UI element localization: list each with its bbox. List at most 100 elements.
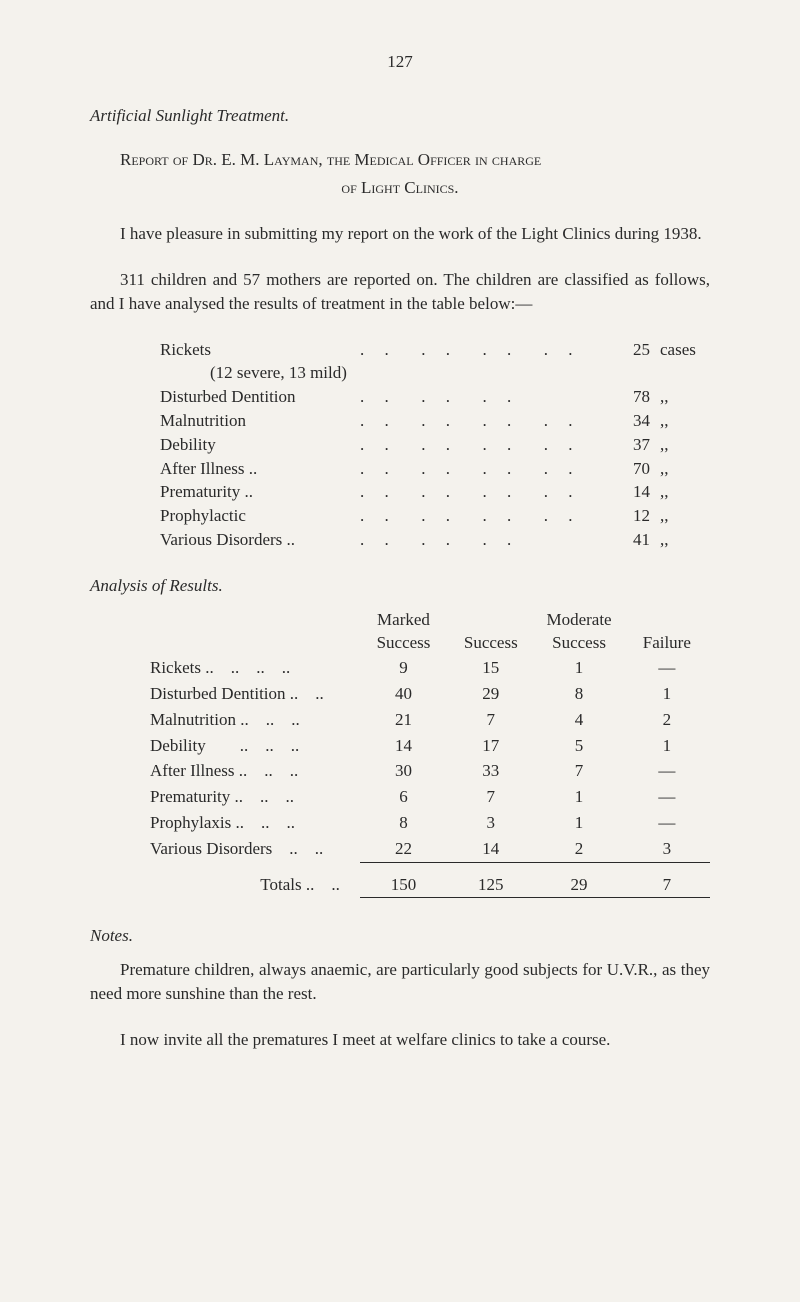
leader-dots: . . . . . . . .	[360, 409, 600, 433]
leader-dots: . . . . . . . . . .	[360, 433, 600, 457]
notes-paragraph-2: I now invite all the prematures I meet a…	[90, 1028, 710, 1052]
row-label: Various Disorders .. ..	[140, 836, 360, 862]
cell-value: 1	[624, 733, 710, 759]
cell-value: —	[624, 784, 710, 810]
classify-value: 12	[600, 504, 650, 528]
cell-value: 40	[360, 681, 447, 707]
cell-value: 14	[447, 836, 534, 862]
table-row: Various Disorders .. .. 22 14 2 3	[140, 836, 710, 862]
cell-value: 1	[534, 655, 623, 681]
cell-value: 17	[447, 733, 534, 759]
leader-dots: . . . . . . . .	[360, 504, 600, 528]
cell-value: 1	[534, 810, 623, 836]
classify-value: 25	[600, 338, 650, 362]
table-row: Prophylaxis .. .. .. 8 3 1 —	[140, 810, 710, 836]
intro-paragraph-1: I have pleasure in submitting my report …	[90, 222, 710, 246]
classify-label: Rickets	[160, 338, 360, 362]
totals-value: 150	[360, 869, 447, 898]
notes-title: Notes.	[90, 924, 710, 948]
cell-value: 22	[360, 836, 447, 862]
report-header-line2: of Light Clinics.	[90, 176, 710, 200]
totals-value: 29	[534, 869, 623, 898]
classify-value: 14	[600, 480, 650, 504]
cell-value: 14	[360, 733, 447, 759]
table-row: After Illness .. .. .. 30 33 7 —	[140, 758, 710, 784]
section-title: Artificial Sunlight Treatment.	[90, 104, 710, 128]
cell-value: —	[624, 810, 710, 836]
classify-row: Prophylactic . . . . . . . . 12 ,,	[160, 504, 710, 528]
classify-label: Prophylactic	[160, 504, 360, 528]
classify-unit: ,,	[650, 528, 710, 552]
cell-value: 7	[447, 784, 534, 810]
classify-value: 70	[600, 457, 650, 481]
classify-label: Prematurity ..	[160, 480, 360, 504]
cell-value: 6	[360, 784, 447, 810]
classify-value: 41	[600, 528, 650, 552]
classify-row: Disturbed Dentition . . . . . . 78 ,,	[160, 385, 710, 409]
cell-value: 1	[624, 681, 710, 707]
cell-value: 30	[360, 758, 447, 784]
totals-value: 125	[447, 869, 534, 898]
cell-value: 4	[534, 707, 623, 733]
classify-label: Malnutrition	[160, 409, 360, 433]
cell-value: 7	[447, 707, 534, 733]
cell-value: 3	[447, 810, 534, 836]
col-header-success: Success	[447, 631, 534, 655]
cell-value: 8	[534, 681, 623, 707]
row-label: Prophylaxis .. .. ..	[140, 810, 360, 836]
table-row: Prematurity .. .. .. 6 7 1 —	[140, 784, 710, 810]
classify-unit: ,,	[650, 409, 710, 433]
table-row: Disturbed Dentition .. .. 40 29 8 1	[140, 681, 710, 707]
analysis-table: Marked Moderate Success Success Success …	[140, 608, 710, 905]
rickets-severity-note: (12 severe, 13 mild)	[210, 361, 710, 385]
row-label: After Illness .. .. ..	[140, 758, 360, 784]
row-label: Disturbed Dentition .. ..	[140, 681, 360, 707]
intro-paragraph-2: 311 children and 57 mothers are reported…	[90, 268, 710, 316]
cell-value: 3	[624, 836, 710, 862]
classify-row: Various Disorders .. . . . . . . 41 ,,	[160, 528, 710, 552]
classify-unit: ,,	[650, 385, 710, 409]
classify-value: 78	[600, 385, 650, 409]
classify-unit: ,,	[650, 480, 710, 504]
classify-value: 34	[600, 409, 650, 433]
row-label: Rickets .. .. .. ..	[140, 655, 360, 681]
rule-row	[140, 898, 710, 905]
classify-unit: cases	[650, 338, 710, 362]
table-row: Rickets .. .. .. .. 9 15 1 —	[140, 655, 710, 681]
cell-value: 2	[624, 707, 710, 733]
col-header-failure: Failure	[624, 631, 710, 655]
classify-row: After Illness .. . . . . . . . . 70 ,,	[160, 457, 710, 481]
cell-value: 8	[360, 810, 447, 836]
report-header-line1: Report of Dr. E. M. Layman, the Medical …	[120, 148, 710, 172]
classify-row: Malnutrition . . . . . . . . 34 ,,	[160, 409, 710, 433]
classify-label: After Illness ..	[160, 457, 360, 481]
classify-unit: ,,	[650, 504, 710, 528]
classify-unit: ,,	[650, 433, 710, 457]
col-header-success: Success	[534, 631, 623, 655]
table-row: Debility .. .. .. 14 17 5 1	[140, 733, 710, 759]
row-label: Debility .. .. ..	[140, 733, 360, 759]
cell-value: —	[624, 758, 710, 784]
cell-value: —	[624, 655, 710, 681]
leader-dots: . . . . . . . .	[360, 480, 600, 504]
col-header-marked: Marked	[360, 608, 447, 632]
leader-dots: . . . . . . . .	[360, 457, 600, 481]
classify-label: Disturbed Dentition	[160, 385, 360, 409]
notes-paragraph-1: Premature children, always anaemic, are …	[90, 958, 710, 1006]
totals-value: 7	[624, 869, 710, 898]
cell-value: 21	[360, 707, 447, 733]
cell-value: 15	[447, 655, 534, 681]
classify-unit: ,,	[650, 457, 710, 481]
leader-dots: . . . . . . . . . .	[360, 338, 600, 362]
totals-label: Totals .. ..	[140, 869, 360, 898]
cell-value: 5	[534, 733, 623, 759]
cell-value: 29	[447, 681, 534, 707]
cell-value: 33	[447, 758, 534, 784]
classify-label: Debility	[160, 433, 360, 457]
leader-dots: . . . . . .	[360, 385, 600, 409]
classify-row: Prematurity .. . . . . . . . . 14 ,,	[160, 480, 710, 504]
classify-row: Debility . . . . . . . . . . 37 ,,	[160, 433, 710, 457]
leader-dots: . . . . . .	[360, 528, 600, 552]
cell-value: 7	[534, 758, 623, 784]
cell-value: 9	[360, 655, 447, 681]
